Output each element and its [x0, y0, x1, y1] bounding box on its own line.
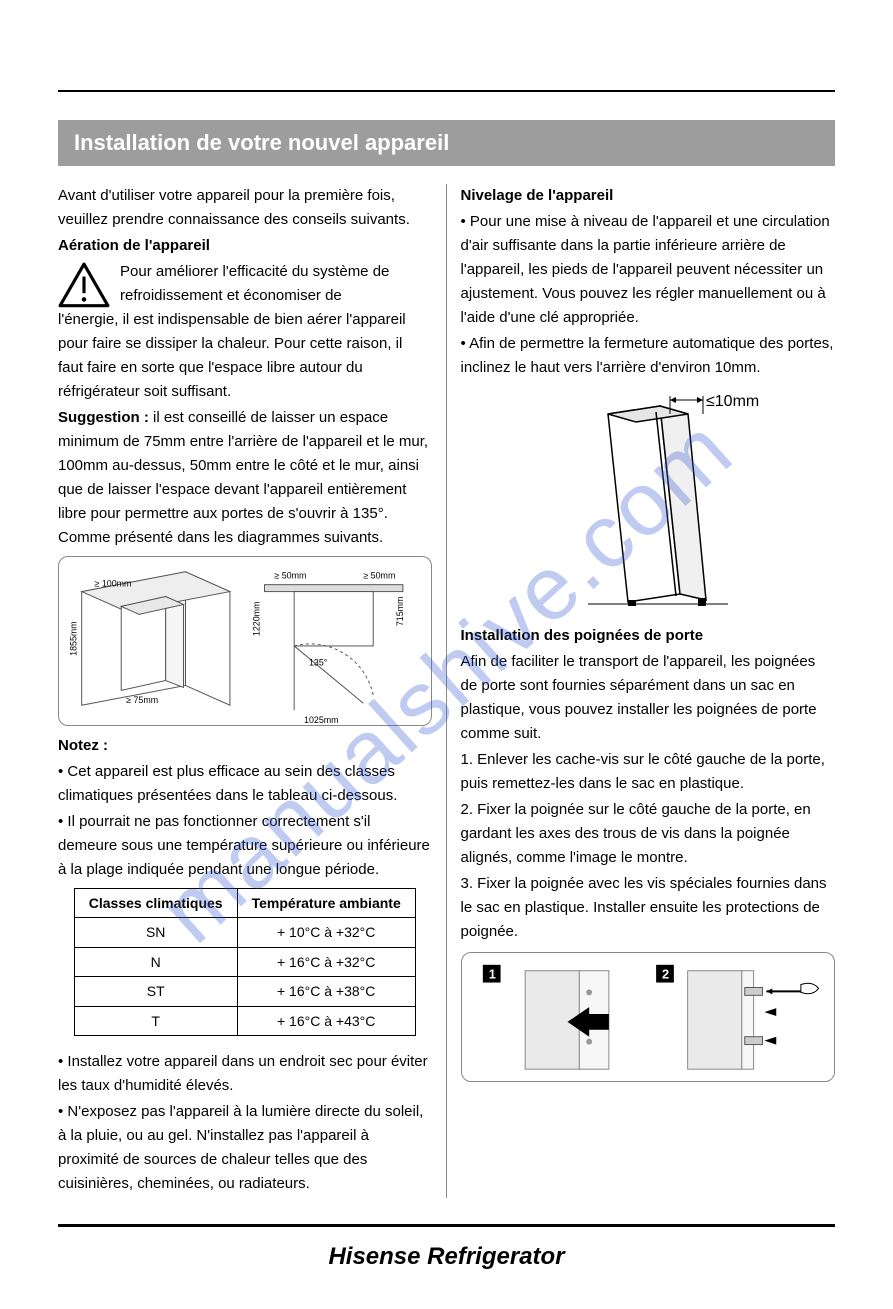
d1-side2: ≥ 50mm	[363, 571, 395, 581]
d1-side1: ≥ 50mm	[274, 571, 306, 581]
level-title: Nivelage de l'appareil	[461, 184, 836, 208]
warning-icon	[58, 262, 110, 308]
top-rule	[58, 90, 835, 92]
suggestion-label: Suggestion :	[58, 409, 149, 426]
table-header-2: Température ambiante	[237, 889, 415, 918]
handle-title: Installation des poignées de porte	[461, 624, 836, 648]
suggestion-text: il est conseillé de laisser un espace mi…	[58, 409, 428, 546]
aeration-title: Aération de l'appareil	[58, 234, 432, 258]
handle-diagram: 1 2	[461, 952, 836, 1082]
level-p1: • Pour une mise à niveau de l'appareil e…	[461, 210, 836, 330]
suggestion-paragraph: Suggestion : il est conseillé de laisser…	[58, 406, 432, 550]
d1-swing: 1025mm	[304, 715, 339, 725]
table-row: N + 16°C à +32°C	[74, 947, 415, 976]
d1-height: 1855mm	[69, 621, 79, 656]
d1-back: ≥ 75mm	[126, 695, 158, 705]
note1: • Cet appareil est plus efficace au sein…	[58, 760, 432, 808]
notez-label: Notez :	[58, 734, 432, 758]
spacing-diagram: ≥ 100mm 1855mm ≥ 75mm ≥ 50mm ≥ 50mm 1220…	[58, 556, 432, 726]
note4: • N'exposez pas l'appareil à la lumière …	[58, 1100, 432, 1196]
aeration-continuation: l'énergie, il est indispensable de bien …	[58, 308, 432, 404]
note3: • Installez votre appareil dans un endro…	[58, 1050, 432, 1098]
table-row: SN + 10°C à +32°C	[74, 918, 415, 947]
d1-doorw: 715mm	[395, 597, 405, 627]
intro-text: Avant d'utiliser votre appareil pour la …	[58, 184, 432, 232]
tilt-label: ≤10mm	[706, 393, 759, 410]
handle-step1: 1. Enlever les cache-vis sur le côté gau…	[461, 748, 836, 796]
left-column: Avant d'utiliser votre appareil pour la …	[58, 184, 447, 1198]
climate-table: Classes climatiques Température ambiante…	[74, 888, 416, 1036]
handle-intro: Afin de faciliter le transport de l'appa…	[461, 650, 836, 746]
table-header-1: Classes climatiques	[74, 889, 237, 918]
d1-angle: 135°	[309, 658, 328, 668]
warning-row: Pour améliorer l'efficacité du système d…	[58, 260, 432, 308]
step-badge-2: 2	[662, 967, 669, 982]
aeration-warning-text: Pour améliorer l'efficacité du système d…	[120, 260, 432, 308]
note2: • Il pourrait ne pas fonctionner correct…	[58, 810, 432, 882]
footer-brand: Hisense Refrigerator	[58, 1227, 835, 1279]
handle-step3: 3. Fixer la poignée avec les vis spécial…	[461, 872, 836, 944]
table-row: ST + 16°C à +38°C	[74, 977, 415, 1006]
step-badge-1: 1	[488, 967, 495, 982]
handle-step2: 2. Fixer la poignée sur le côté gauche d…	[461, 798, 836, 870]
tilt-diagram: ≤10mm	[528, 384, 768, 614]
page-heading: Installation de votre nouvel appareil	[58, 120, 835, 166]
table-row: T + 16°C à +43°C	[74, 1006, 415, 1035]
right-column: Nivelage de l'appareil • Pour une mise à…	[447, 184, 836, 1198]
two-column-layout: Avant d'utiliser votre appareil pour la …	[58, 184, 835, 1198]
level-p2: • Afin de permettre la fermeture automat…	[461, 332, 836, 380]
d1-doorh: 1220mm	[252, 602, 262, 637]
d1-top: ≥ 100mm	[95, 579, 132, 589]
